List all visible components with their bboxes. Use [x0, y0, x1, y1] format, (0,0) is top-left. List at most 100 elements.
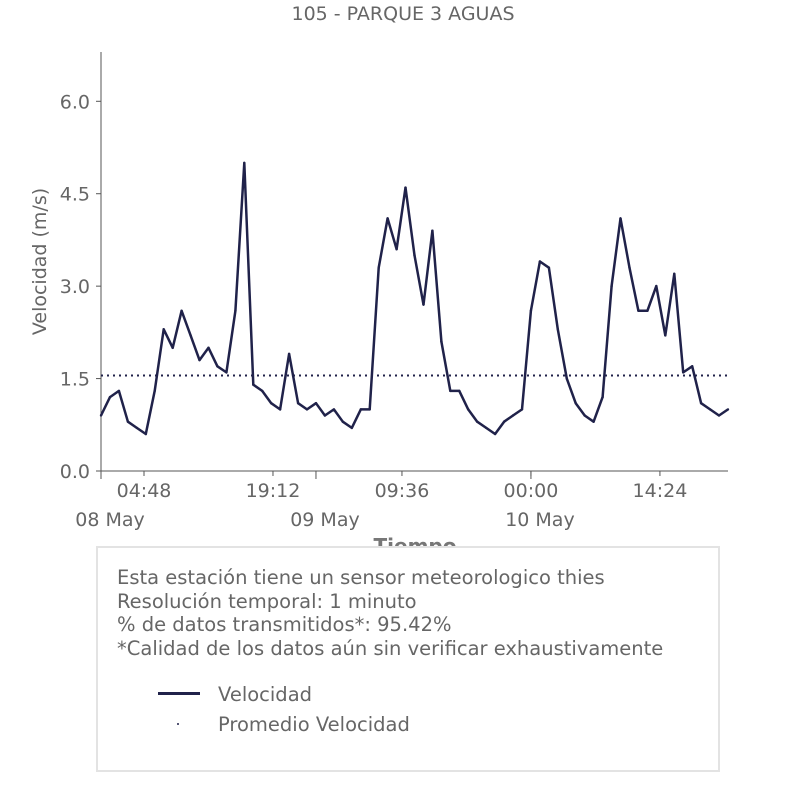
data-point: [287, 352, 291, 356]
data-point: [520, 408, 524, 411]
x-tick-label: 00:00: [504, 480, 559, 502]
data-point: [332, 408, 336, 411]
info-resolution-line: Resolución temporal: 1 minuto: [117, 589, 417, 613]
data-point: [180, 309, 183, 312]
legend-item-velocidad: Velocidad: [156, 682, 312, 706]
data-point: [467, 408, 470, 411]
data-point: [673, 272, 676, 275]
data-point: [637, 309, 640, 312]
y-tick-label: 0.0: [60, 461, 90, 483]
data-point: [646, 309, 649, 312]
data-point: [655, 284, 658, 288]
data-point: [368, 408, 371, 411]
y-tick-label: 4.5: [60, 184, 90, 206]
data-point: [691, 365, 694, 368]
data-point: [261, 389, 264, 393]
info-text: Esta estación tiene un sensor meteorolog…: [117, 566, 663, 660]
x-date-label: 09 May: [290, 509, 360, 531]
legend-label-promedio: Promedio Velocidad: [218, 712, 410, 736]
data-point: [574, 402, 577, 405]
data-point: [144, 432, 147, 436]
info-sensor-line: Esta estación tiene un sensor meteorolog…: [117, 566, 605, 589]
data-point: [583, 414, 586, 417]
y-tick-label: 1.5: [60, 369, 90, 391]
data-point: [117, 389, 121, 393]
x-date-label: 08 May: [75, 509, 145, 531]
data-point: [314, 402, 318, 405]
data-point: [699, 402, 703, 405]
x-tick-label: 14:24: [633, 480, 688, 502]
data-point: [565, 377, 568, 380]
x-tick-label: 19:12: [246, 480, 301, 502]
data-point: [476, 420, 479, 423]
data-point: [305, 408, 309, 411]
legend-dot-swatch: [156, 712, 202, 736]
x-date-label: 10 May: [505, 509, 575, 531]
legend-label-velocidad: Velocidad: [218, 682, 313, 706]
chart-title: 105 - PARQUE 3 AGUAS: [291, 3, 515, 25]
data-point: [386, 217, 389, 220]
data-point: [153, 389, 156, 393]
data-point: [270, 402, 273, 405]
data-point: [171, 346, 174, 349]
x-tick-label: 04:48: [117, 480, 172, 502]
data-point: [278, 408, 282, 411]
info-panel: Esta estación tiene un sensor meteorolog…: [96, 546, 720, 772]
data-point: [162, 328, 165, 331]
data-point: [628, 266, 631, 269]
chart-plot: 0.0 1.5 3.0 4.5 6.0 04:48 19:12 09:36 00:00 14:24…: [29, 52, 730, 558]
data-point: [708, 408, 712, 411]
data-point: [458, 389, 461, 393]
data-point: [108, 395, 112, 399]
data-point: [511, 414, 515, 417]
data-point: [296, 402, 300, 405]
data-point: [126, 420, 130, 423]
data-point: [243, 161, 246, 165]
data-point: [619, 217, 622, 220]
info-transmitted-line: % de datos transmitidos*: 95.42%: [117, 613, 452, 636]
data-point: [664, 334, 667, 337]
data-point: [252, 383, 255, 386]
series-line-velocidad: [99, 161, 729, 436]
data-point: [377, 266, 380, 269]
y-tick-label: 3.0: [60, 276, 90, 298]
data-point: [359, 408, 362, 411]
data-point: [234, 309, 237, 312]
data-point: [413, 254, 416, 257]
data-point: [493, 432, 497, 436]
data-point: [323, 414, 327, 417]
data-point: [350, 426, 353, 430]
data-point: [440, 340, 443, 343]
data-point: [225, 371, 228, 374]
legend-line-swatch: [156, 682, 202, 706]
data-point: [404, 186, 407, 189]
data-point: [189, 334, 192, 337]
data-point: [422, 303, 425, 306]
info-quality-note: *Calidad de los datos aún sin verificar …: [117, 636, 664, 660]
data-point: [726, 408, 730, 411]
data-point: [395, 248, 398, 251]
data-point: [601, 395, 604, 399]
legend-item-promedio: Promedio Velocidad: [156, 712, 410, 736]
data-point: [216, 365, 219, 368]
data-point: [502, 420, 506, 423]
data-point: [547, 266, 551, 269]
data-point: [449, 389, 452, 393]
y-axis-label: Velocidad (m/s): [29, 188, 51, 335]
data-point: [99, 414, 103, 417]
data-point: [538, 260, 542, 263]
data-point: [341, 420, 344, 423]
data-point: [198, 358, 201, 362]
data-point: [610, 284, 613, 288]
data-point: [682, 371, 685, 374]
data-point: [717, 414, 721, 417]
data-point: [431, 229, 434, 232]
data-point: [135, 426, 138, 430]
y-tick-label: 6.0: [60, 91, 90, 113]
data-point: [207, 346, 210, 349]
data-point: [485, 426, 488, 430]
data-point: [592, 420, 595, 423]
x-tick-label: 09:36: [375, 480, 430, 502]
data-point: [529, 309, 533, 312]
data-point: [556, 328, 559, 331]
